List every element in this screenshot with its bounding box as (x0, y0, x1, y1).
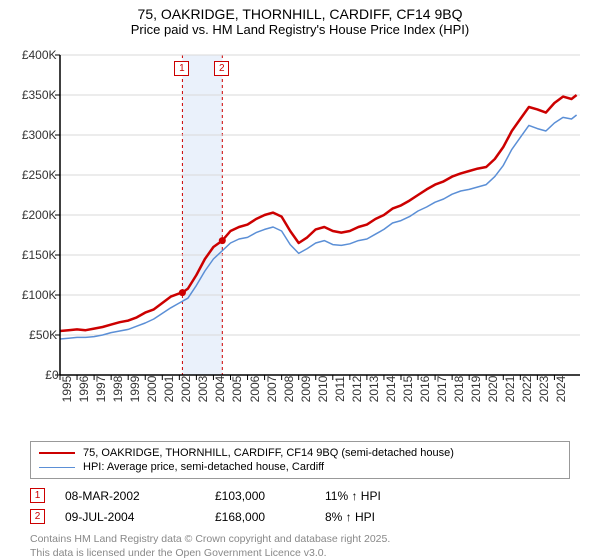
x-tick-label: 2009 (299, 376, 313, 403)
chart-svg (10, 41, 590, 411)
sale-date: 08-MAR-2002 (65, 489, 195, 503)
x-tick-label: 2018 (452, 376, 466, 403)
legend-row: HPI: Average price, semi-detached house,… (39, 460, 561, 474)
y-tick-label: £250K (22, 168, 57, 182)
footer-line-2: This data is licensed under the Open Gov… (30, 547, 570, 560)
page-title: 75, OAKRIDGE, THORNHILL, CARDIFF, CF14 9… (0, 0, 600, 22)
sale-price: £103,000 (215, 489, 305, 503)
legend-swatch (39, 467, 75, 468)
y-tick-label: £100K (22, 288, 57, 302)
y-tick-label: £300K (22, 128, 57, 142)
x-tick-label: 2022 (520, 376, 534, 403)
legend-label: 75, OAKRIDGE, THORNHILL, CARDIFF, CF14 9… (83, 447, 454, 459)
y-tick-label: £200K (22, 208, 57, 222)
x-tick-label: 2003 (196, 376, 210, 403)
x-tick-label: 2004 (213, 376, 227, 403)
y-tick-label: £150K (22, 248, 57, 262)
sale-delta: 11% ↑ HPI (325, 489, 415, 503)
y-tick-label: £50K (29, 328, 57, 342)
x-tick-label: 2017 (435, 376, 449, 403)
legend-label: HPI: Average price, semi-detached house,… (83, 461, 324, 473)
x-tick-label: 1996 (77, 376, 91, 403)
x-tick-label: 1999 (128, 376, 142, 403)
x-tick-label: 1997 (94, 376, 108, 403)
x-tick-label: 2006 (248, 376, 262, 403)
footer-line-1: Contains HM Land Registry data © Crown c… (30, 533, 570, 547)
x-tick-label: 2008 (282, 376, 296, 403)
x-tick-label: 2001 (162, 376, 176, 403)
x-tick-label: 2011 (333, 376, 347, 402)
chart-marker-2: 2 (214, 61, 229, 76)
x-tick-label: 2000 (145, 376, 159, 403)
sale-row-1: 1 08-MAR-2002 £103,000 11% ↑ HPI (30, 485, 570, 506)
x-tick-label: 2002 (179, 376, 193, 403)
y-tick-label: £400K (22, 48, 57, 62)
x-tick-label: 2023 (537, 376, 551, 403)
price-chart: £0 £50K £100K £150K £200K £250K £300K £350K £400… (10, 41, 590, 411)
sale-price: £168,000 (215, 510, 305, 524)
y-tick-label: £0 (45, 368, 58, 382)
legend-swatch (39, 452, 75, 454)
x-tick-label: 2005 (230, 376, 244, 403)
sales-table: 1 08-MAR-2002 £103,000 11% ↑ HPI 2 09-JUL-200… (30, 485, 570, 527)
x-tick-label: 2020 (486, 376, 500, 403)
x-tick-label: 2021 (503, 376, 517, 403)
sale-delta: 8% ↑ HPI (325, 510, 415, 524)
sale-marker-icon: 1 (30, 488, 45, 503)
x-tick-label: 2014 (384, 376, 398, 403)
sale-date: 09-JUL-2004 (65, 510, 195, 524)
sale-row-2: 2 09-JUL-2004 £168,000 8% ↑ HPI (30, 506, 570, 527)
footer-attribution: Contains HM Land Registry data © Crown c… (30, 533, 570, 560)
legend-box: 75, OAKRIDGE, THORNHILL, CARDIFF, CF14 9… (30, 441, 570, 479)
x-tick-label: 2013 (367, 376, 381, 403)
x-tick-label: 2010 (316, 376, 330, 403)
x-tick-label: 2007 (265, 376, 279, 403)
sale-marker-icon: 2 (30, 509, 45, 524)
x-tick-label: 2015 (401, 376, 415, 403)
chart-marker-1: 1 (174, 61, 189, 76)
x-tick-label: 2019 (469, 376, 483, 403)
y-tick-label: £350K (22, 88, 57, 102)
x-tick-label: 1998 (111, 376, 125, 403)
x-tick-label: 1995 (60, 376, 74, 403)
x-tick-label: 2024 (554, 376, 568, 403)
x-tick-label: 2016 (418, 376, 432, 403)
x-tick-label: 2012 (350, 376, 364, 403)
page-subtitle: Price paid vs. HM Land Registry's House … (0, 22, 600, 41)
legend-row: 75, OAKRIDGE, THORNHILL, CARDIFF, CF14 9… (39, 446, 561, 460)
